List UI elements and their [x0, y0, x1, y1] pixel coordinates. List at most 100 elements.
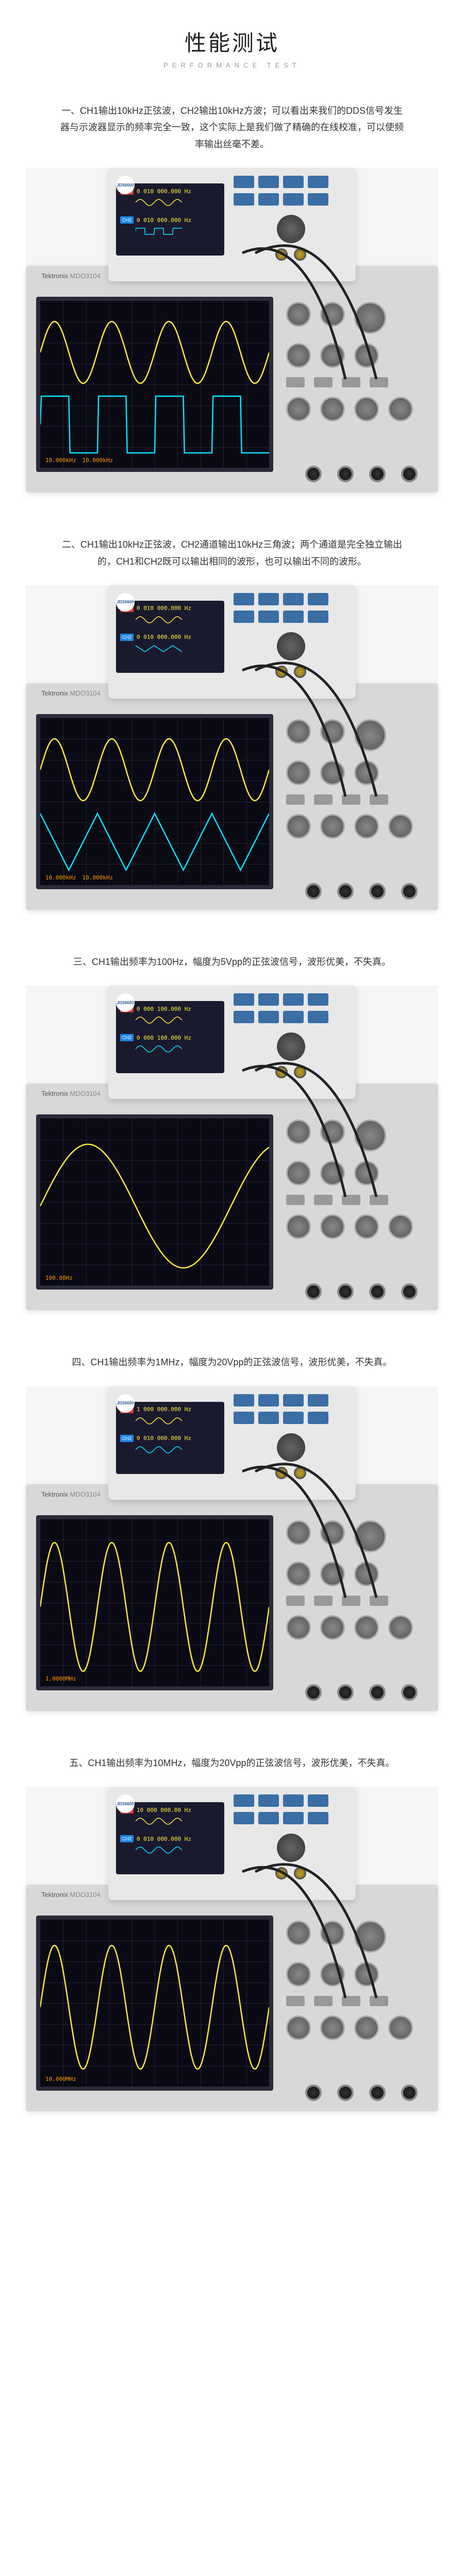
osc-button: [286, 377, 305, 387]
osc-knob: [320, 343, 345, 368]
osc-knob: [286, 2015, 311, 2040]
osc-knob: [286, 760, 311, 785]
ch1-frequency: 1 000 000.000 Hz: [137, 1406, 191, 1413]
equipment-setup: JDS6600 CH1 10 000 000.00 Hz CH2 0 010 0…: [26, 1787, 438, 2111]
gen-output-port: [294, 1867, 306, 1879]
generator-screen: CH1 0 010 000.000 Hz CH2 0 010 000.000 H…: [116, 601, 224, 673]
oscilloscope-traces: [40, 1920, 269, 2087]
ch2-wave-preview: [120, 1446, 220, 1462]
osc-knob: [354, 2015, 379, 2040]
osc-knob: [354, 1161, 379, 1185]
osc-knob: [320, 814, 345, 839]
oscilloscope-brand: Tektronix MDO3104: [41, 1090, 101, 1097]
gen-button: [308, 1412, 328, 1424]
gen-button: [283, 193, 304, 206]
gen-button: [308, 193, 328, 206]
ch2-label: CH2: [120, 1034, 134, 1041]
osc-knob: [320, 1120, 345, 1144]
ch2-label: CH2: [120, 634, 134, 641]
gen-button: [258, 1794, 279, 1807]
ch2-wave-preview: [120, 228, 220, 243]
oscilloscope-screen: 100.00Hz: [36, 1114, 273, 1290]
osc-input-port: [369, 1684, 386, 1701]
osc-input-port: [401, 466, 418, 482]
osc-knob: [320, 760, 345, 785]
equipment-setup: JDS6600 CH1 0 010 000.000 Hz CH2 0 010 0…: [26, 168, 438, 493]
oscilloscope-readout: 10.000kHz: [45, 874, 76, 881]
generator-controls: [224, 1394, 348, 1492]
osc-button: [342, 794, 360, 805]
oscilloscope-trace: [40, 396, 269, 453]
gen-button: [283, 993, 304, 1006]
osc-button: [314, 794, 333, 805]
osc-knob: [286, 1921, 311, 1945]
osc-knob: [320, 1921, 345, 1945]
oscilloscope-traces: [40, 301, 269, 468]
osc-knob: [388, 2015, 413, 2040]
osc-input-port: [369, 466, 386, 482]
osc-input-port: [401, 2084, 418, 2101]
oscilloscope-trace: [40, 321, 269, 383]
gen-button: [283, 1812, 304, 1824]
osc-knob: [354, 814, 379, 839]
signal-generator: JDS6600 CH1 0 000 100.000 Hz CH2 0 000 1…: [108, 986, 356, 1099]
gen-button: [308, 993, 328, 1006]
osc-button: [370, 794, 388, 805]
ch1-frequency: 0 010 000.000 Hz: [137, 605, 191, 612]
oscilloscope-trace: [40, 739, 269, 801]
osc-knob: [320, 1520, 345, 1545]
osc-knob: [286, 1615, 311, 1640]
ch2-label: CH2: [120, 1435, 134, 1442]
osc-input-port: [305, 1283, 322, 1300]
equipment-setup: JDS6600 CH1 1 000 000.000 Hz CH2 0 010 0…: [26, 1386, 438, 1711]
generator-controls: [224, 593, 348, 691]
oscilloscope-readout-bar: 10.000kHz10.000kHz: [45, 455, 119, 465]
ch1-wave-preview: [120, 616, 220, 632]
gen-button: [283, 1412, 304, 1424]
oscilloscope-trace: [40, 1945, 269, 2069]
osc-knob: [388, 1214, 413, 1239]
page-header: 性能测试 PERFORMANCE TEST: [0, 0, 464, 90]
test-section: 五、CH1输出频率为10MHz，幅度为20Vpp的正弦波信号，波形优美，不失真。…: [0, 1742, 464, 2111]
osc-knob: [354, 1520, 386, 1552]
oscilloscope-readout: 10.000MHz: [45, 2076, 76, 2082]
oscilloscope-trace: [40, 1543, 269, 1671]
generator-screen: CH1 0 010 000.000 Hz CH2 0 010 000.000 H…: [116, 183, 224, 256]
oscilloscope-screen: 10.000MHz: [36, 1916, 273, 2091]
gen-button: [308, 1394, 328, 1406]
osc-input-port: [369, 883, 386, 900]
generator-knob: [277, 1433, 305, 1462]
generator-screen: CH1 10 000 000.00 Hz CH2 0 010 000.000 H…: [116, 1802, 224, 1874]
ch1-wave-preview: [120, 1016, 220, 1032]
osc-button: [314, 1596, 333, 1606]
generator-knob: [277, 632, 305, 660]
osc-knob: [354, 1214, 379, 1239]
gen-button: [258, 1394, 279, 1406]
osc-knob: [354, 397, 379, 421]
oscilloscope-controls: [273, 699, 428, 900]
gen-output-port: [275, 248, 288, 261]
gen-button: [283, 1011, 304, 1023]
osc-knob: [354, 719, 386, 751]
oscilloscope-traces: [40, 1519, 269, 1686]
section-description: 一、CH1输出10kHz正弦波，CH2输出10kHz方波；可以看出来我们的DDS…: [26, 90, 438, 168]
oscilloscope-controls: [273, 1099, 428, 1300]
oscilloscope-trace: [40, 1144, 269, 1268]
osc-knob: [388, 397, 413, 421]
gen-button: [258, 1011, 279, 1023]
oscilloscope: Tektronix MDO3104 10.000MHz: [26, 1885, 438, 2111]
oscilloscope-brand: Tektronix MDO3104: [41, 1891, 101, 1899]
osc-button: [314, 1996, 333, 2006]
ch2-frequency: 0 010 000.000 Hz: [137, 1435, 191, 1442]
gen-button: [234, 176, 254, 188]
oscilloscope-readout: 10.000kHz: [82, 874, 113, 881]
generator-knob: [277, 1032, 305, 1061]
osc-input-port: [305, 466, 322, 482]
oscilloscope-ports: [305, 1684, 418, 1701]
generator-logo: JDS6600: [116, 593, 135, 612]
ch2-wave-preview: [120, 1045, 220, 1061]
gen-button: [308, 611, 328, 623]
oscilloscope-readout: 100.00Hz: [45, 1275, 73, 1281]
oscilloscope-controls: [273, 1900, 428, 2101]
osc-knob: [354, 302, 386, 334]
